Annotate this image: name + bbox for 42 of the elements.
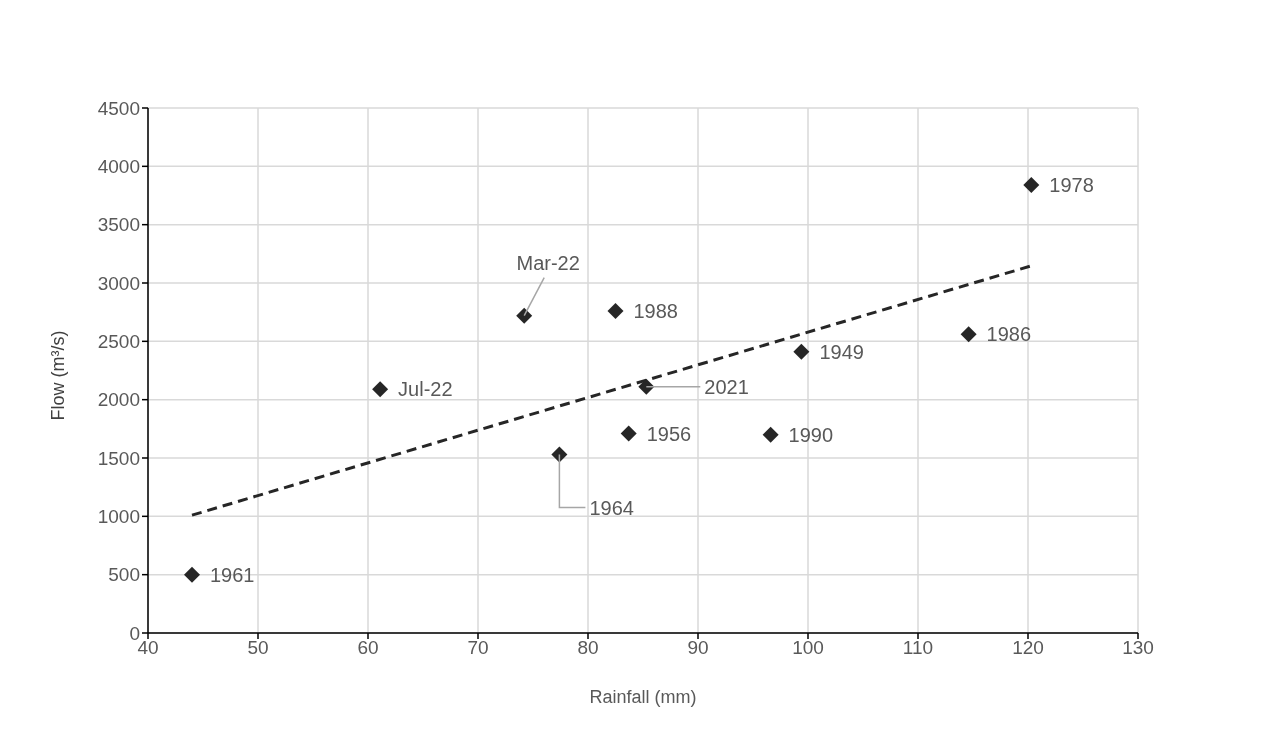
annotation: 1990 (788, 423, 834, 446)
y-tick-label: 1500 (97, 447, 140, 469)
x-tick-label: 120 (1012, 637, 1044, 659)
x-tick-label: 70 (467, 637, 489, 659)
annotation: Jul-22 (398, 378, 453, 401)
x-tick-label: 110 (902, 637, 934, 659)
x-axis-title: Rainfall (mm) (589, 687, 697, 707)
point (960, 326, 977, 343)
y-tick-label: 2500 (97, 331, 140, 353)
x-tick-label: 90 (687, 637, 709, 659)
point (607, 303, 624, 319)
point (516, 307, 533, 324)
annotation: 1988 (633, 300, 678, 322)
y-tick-label: 4500 (97, 97, 140, 119)
y-tick-label: 1000 (97, 506, 140, 528)
y-tick-label: 3000 (97, 272, 140, 294)
x-tick-label: 60 (357, 637, 379, 659)
annotation: 2021 (704, 375, 749, 398)
annotation: 1964 (589, 496, 634, 519)
annotation: 1956 (646, 422, 692, 445)
annotation: Mar-22 (516, 251, 580, 274)
point (620, 425, 637, 442)
point (793, 343, 810, 360)
y-axis-title: Flow (m³/s) (48, 330, 69, 421)
x-tick-label: 50 (247, 637, 269, 659)
y-tick-label: 4000 (97, 156, 140, 178)
x-tick-label: 80 (577, 637, 599, 659)
point (551, 446, 568, 463)
y-tick-label: 3500 (97, 214, 140, 236)
x-tick-label: 130 (1122, 637, 1154, 659)
annotation: 1949 (819, 340, 864, 363)
annotation: 1961 (210, 563, 255, 586)
y-tick-label: 0 (129, 622, 140, 644)
annotation: 1986 (986, 323, 1032, 346)
point (184, 566, 200, 583)
point (372, 381, 389, 398)
point (1023, 177, 1040, 193)
point (762, 426, 779, 443)
y-tick-label: 500 (108, 564, 140, 586)
y-tick-label: 2000 (97, 389, 140, 411)
annotation: 1978 (1049, 174, 1094, 196)
x-tick-label: 100 (792, 637, 824, 659)
